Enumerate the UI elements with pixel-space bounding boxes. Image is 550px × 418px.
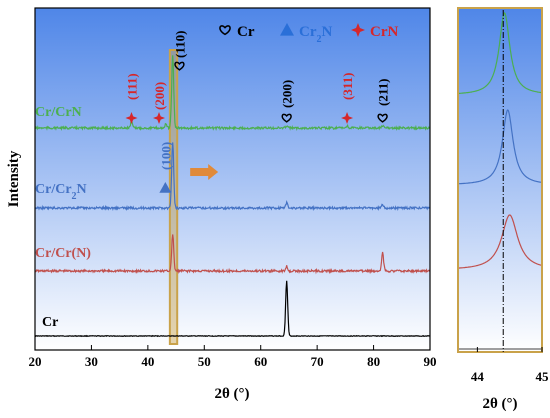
label-main: Cr/Cr(N)	[35, 246, 91, 261]
xrd-trace	[34, 55, 431, 132]
main-plot-background	[35, 8, 430, 350]
x-tick-label: 60	[254, 354, 267, 369]
heart-marker-icon	[281, 113, 292, 123]
heart-marker-icon	[219, 25, 231, 36]
peak-label: (200)	[152, 82, 167, 110]
inset-x-ticks-layer: 44 45	[471, 347, 549, 384]
x-tick-label: 90	[424, 354, 437, 369]
inset-x-tick-label: 44	[471, 369, 485, 384]
peak-label: (211)	[376, 79, 391, 106]
x-tick-label: 20	[29, 354, 42, 369]
y-axis-title: Intensity	[6, 150, 22, 207]
legend-label: Cr2N	[299, 24, 333, 45]
label-tail: N	[322, 24, 333, 40]
highlight-region	[168, 49, 179, 345]
inset-trace	[458, 12, 542, 94]
triangle-marker-icon	[280, 23, 294, 36]
x-tick-label: 40	[141, 354, 154, 369]
inset-trace	[458, 214, 543, 269]
label-main: CrN	[370, 24, 398, 40]
x-ticks-layer: 20 30 40 50 60 70 80 90	[29, 345, 437, 369]
traces-layer	[34, 55, 431, 338]
peak-label: (311)	[340, 73, 355, 100]
trace-label: Cr/CrN	[35, 105, 82, 120]
xrd-trace	[34, 280, 430, 338]
label-tail: N	[77, 182, 87, 197]
inset-plot-frame	[457, 7, 543, 353]
star-marker-icon	[351, 23, 365, 37]
heart-marker-icon	[174, 61, 185, 71]
shift-arrow-icon	[190, 164, 219, 180]
inset-x-axis-title: 2θ (°)	[482, 396, 517, 412]
inset-x-tick-label: 45	[536, 369, 550, 384]
trace-label: Cr/Cr(N)	[35, 246, 91, 261]
star-marker-icon	[153, 112, 166, 124]
inset-plot-background	[458, 8, 542, 352]
heart-marker-icon	[377, 113, 388, 123]
peak-label: (110)	[172, 31, 187, 58]
inset-traces-layer	[457, 12, 543, 350]
inset-panel: 44 45 2θ (°)	[457, 7, 549, 412]
x-tick-label: 80	[367, 354, 380, 369]
main-plot-frame	[34, 7, 431, 351]
legend-label: CrN	[370, 24, 398, 40]
label-main: Cr/Cr	[35, 182, 72, 197]
label-main: Cr	[237, 24, 255, 40]
xrd-trace	[34, 142, 431, 212]
label-main: Cr/CrN	[35, 105, 82, 120]
x-tick-label: 50	[198, 354, 211, 369]
trace-label: Cr	[42, 315, 58, 330]
peak-label: (200)	[280, 80, 295, 108]
legend: Cr Cr2N CrN	[219, 23, 398, 45]
label-subscript: 2	[72, 191, 77, 202]
star-marker-icon	[125, 112, 138, 124]
peak-label: (100)	[158, 142, 173, 170]
star-marker-icon	[341, 112, 354, 124]
x-tick-label: 70	[311, 354, 324, 369]
annotations-layer: (111) (200) (110) (200) (311) (211) (100)	[124, 31, 391, 193]
label-subscript: 2	[317, 34, 322, 45]
peak-label: (111)	[124, 73, 139, 100]
triangle-marker-icon	[159, 182, 172, 193]
xrd-trace	[34, 234, 431, 275]
x-tick-label: 30	[85, 354, 98, 369]
highlight-layer	[168, 49, 179, 345]
trace-label: Cr/Cr2N	[35, 182, 87, 202]
label-main: Cr	[42, 315, 58, 330]
legend-label: Cr	[237, 24, 255, 40]
inset-trace	[457, 109, 543, 185]
x-axis-title: 2θ (°)	[214, 386, 249, 402]
main-panel: (111) (200)(110)(200) (311) (211)(100) CrCr…	[6, 7, 437, 402]
label-main: Cr	[299, 24, 317, 40]
